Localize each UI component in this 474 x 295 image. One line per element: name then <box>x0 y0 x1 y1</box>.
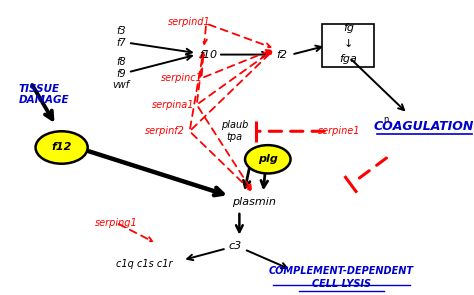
Text: n: n <box>383 115 389 124</box>
Text: serpine1: serpine1 <box>318 126 360 136</box>
Text: serpind1: serpind1 <box>168 17 211 27</box>
Text: plaub
tpa: plaub tpa <box>221 120 248 142</box>
Text: c3: c3 <box>228 241 241 251</box>
Text: f12: f12 <box>52 142 72 153</box>
Text: serping1: serping1 <box>95 218 137 228</box>
Circle shape <box>36 131 88 164</box>
Text: COMPLEMENT-DEPENDENT
CELL LYSIS: COMPLEMENT-DEPENDENT CELL LYSIS <box>269 266 414 289</box>
Text: plasmin: plasmin <box>232 197 275 207</box>
Text: serpinc1: serpinc1 <box>161 73 203 83</box>
Text: f2: f2 <box>276 50 288 60</box>
Text: f3
f7: f3 f7 <box>116 26 126 48</box>
Text: plg: plg <box>258 154 278 164</box>
Text: serpina1: serpina1 <box>152 100 194 110</box>
Text: ↓: ↓ <box>344 39 353 48</box>
Circle shape <box>245 145 291 173</box>
Text: c1q c1s c1r: c1q c1s c1r <box>116 259 173 269</box>
Text: f10: f10 <box>200 50 218 60</box>
Text: serpinf2: serpinf2 <box>145 126 184 136</box>
Text: COAGULATION: COAGULATION <box>374 120 474 133</box>
Text: TISSUE
DAMAGE: TISSUE DAMAGE <box>19 83 70 105</box>
Text: fga: fga <box>339 54 357 64</box>
Text: f8
f9
vwf: f8 f9 vwf <box>112 57 129 90</box>
Text: fg: fg <box>343 23 354 33</box>
